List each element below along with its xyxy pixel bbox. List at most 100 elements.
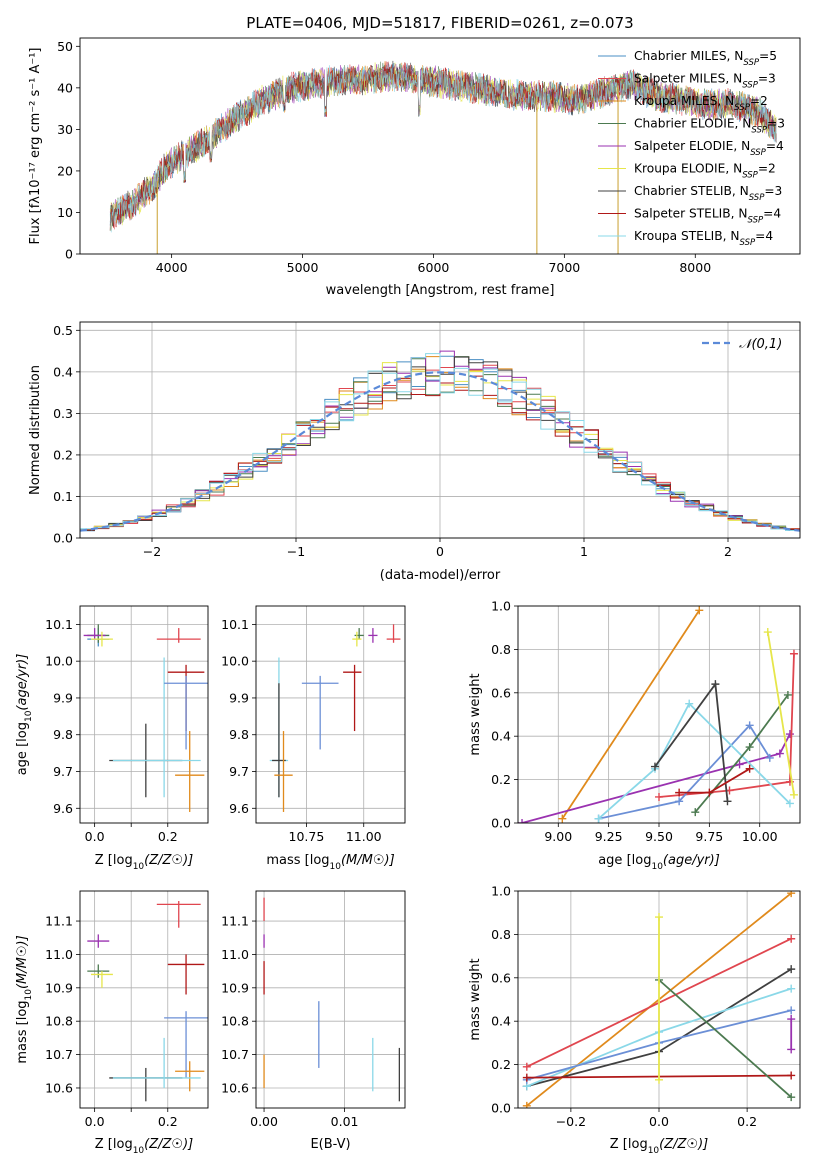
x-axis-label: mass [log10(M/M☉)] bbox=[266, 853, 394, 872]
y-tick-label: 0.2 bbox=[53, 447, 73, 462]
x-tick-label: 0.2 bbox=[158, 829, 178, 844]
histograms bbox=[80, 350, 800, 533]
y-tick-label: 0.6 bbox=[491, 970, 511, 985]
y-tick-label: 10.6 bbox=[45, 1080, 73, 1095]
y-tick-label: 11.0 bbox=[221, 947, 249, 962]
axes-frame bbox=[517, 605, 801, 824]
y-tick-label: 0.4 bbox=[491, 1014, 511, 1029]
y-tick-label: 9.8 bbox=[229, 727, 249, 742]
x-tick-label: −0.2 bbox=[556, 1114, 586, 1129]
y-tick-label: 9.6 bbox=[53, 801, 73, 816]
x-axis-label: (data-model)/error bbox=[380, 568, 501, 583]
x-tick-label: 10.75 bbox=[289, 829, 325, 844]
legend-entry: Chabrier ELODIE, NSSP=3 bbox=[634, 117, 785, 136]
y-tick-label: 10 bbox=[57, 205, 73, 220]
y-axis-label: mass [log10(M/M☉)] bbox=[15, 935, 34, 1063]
legend-entry: Salpeter ELODIE, NSSP=4 bbox=[634, 139, 784, 158]
y-tick-label: 9.7 bbox=[53, 764, 73, 779]
panel-6: 0.0 0.2 10.6 10.7 10.8 10.9 11.0 11.1 Z [log10(Z… bbox=[15, 890, 209, 1156]
y-tick-label: 0.2 bbox=[491, 1057, 511, 1072]
y-axis-label: Flux [fλ10⁻¹⁷ erg cm⁻² s⁻¹ A⁻¹] bbox=[28, 48, 43, 245]
error-point-7 bbox=[175, 1061, 205, 1092]
panel-3: 0.0 0.2 9.6 9.7 9.8 9.9 10.0 10.1 Z [log10(Z/Z☉)… bbox=[15, 605, 209, 872]
x-tick-label: −2 bbox=[143, 544, 161, 559]
y-axis-label: mass weight bbox=[468, 958, 483, 1040]
panel-4: 10.75 11.00 9.6 9.7 9.8 9.9 10.0 10.1 mass [log1… bbox=[221, 605, 406, 872]
y-tick-label: 0.4 bbox=[53, 364, 73, 379]
y-tick-label: 10.1 bbox=[45, 617, 73, 632]
error-bars bbox=[263, 897, 401, 1102]
weight-marker bbox=[775, 749, 784, 758]
spectrum-series-8 bbox=[109, 61, 777, 229]
x-tick-label: 9.25 bbox=[595, 829, 623, 844]
y-tick-label: 1.0 bbox=[491, 884, 511, 899]
axes-frame bbox=[79, 37, 801, 255]
y-tick-label: 0.5 bbox=[53, 323, 73, 338]
y-tick-label: 0.4 bbox=[491, 729, 511, 744]
weight-marker bbox=[789, 790, 798, 799]
y-tick-label: 0.0 bbox=[53, 531, 73, 546]
y-tick-label: 30 bbox=[57, 122, 73, 137]
x-tick-label: 10.00 bbox=[742, 829, 778, 844]
y-tick-label: 0.8 bbox=[491, 927, 511, 942]
weight-marker bbox=[558, 814, 567, 823]
spectrum-series-9 bbox=[109, 63, 777, 233]
x-tick-label: 0.0 bbox=[649, 1114, 669, 1129]
weight-marker bbox=[711, 680, 720, 689]
weight-marker bbox=[518, 819, 527, 823]
y-tick-label: 0.6 bbox=[491, 685, 511, 700]
weight-marker bbox=[655, 792, 663, 801]
weight-marker bbox=[765, 753, 774, 762]
weight-marker bbox=[787, 1045, 796, 1054]
error-point-4 bbox=[352, 631, 362, 647]
legend-entry: Kroupa ELODIE, NSSP=2 bbox=[634, 162, 776, 181]
x-axis-label: Z [log10(Z/Z☉)] bbox=[95, 1137, 193, 1156]
weight-series-1 bbox=[561, 609, 701, 820]
axes-frame bbox=[79, 605, 209, 824]
weight-marker bbox=[705, 788, 714, 797]
weight-series-9 bbox=[766, 631, 795, 795]
error-point-2 bbox=[156, 628, 201, 643]
weight-marker bbox=[723, 797, 732, 806]
y-tick-label: 10.6 bbox=[221, 1080, 249, 1095]
weight-marker bbox=[785, 730, 794, 739]
y-tick-label: 9.8 bbox=[53, 727, 73, 742]
y-tick-label: 10.7 bbox=[45, 1047, 73, 1062]
error-point-6 bbox=[90, 631, 113, 647]
spectrum-series-5 bbox=[109, 64, 777, 225]
y-tick-label: 10.9 bbox=[45, 980, 73, 995]
y-tick-label: 10.7 bbox=[221, 1047, 249, 1062]
x-axis-label: age [log10(age/yr)] bbox=[598, 853, 720, 872]
chart-title: PLATE=0406, MJD=51817, FIBERID=0261, z=0… bbox=[246, 14, 633, 32]
weight-marker bbox=[789, 649, 798, 658]
weight-marker bbox=[685, 699, 694, 708]
x-axis-label: wavelength [Angstrom, rest frame] bbox=[326, 283, 555, 298]
x-tick-label: 4000 bbox=[156, 260, 188, 275]
axes-frame bbox=[255, 890, 406, 1109]
x-tick-label: 7000 bbox=[548, 260, 580, 275]
weight-marker bbox=[787, 1093, 796, 1102]
error-point-3 bbox=[175, 731, 205, 812]
y-tick-label: 11.1 bbox=[221, 914, 249, 929]
error-point-10 bbox=[164, 675, 208, 750]
weight-marker bbox=[787, 934, 796, 943]
normal-curve bbox=[80, 371, 800, 532]
error-point-2 bbox=[368, 628, 378, 643]
axes-frame bbox=[79, 890, 209, 1109]
error-point-2 bbox=[87, 934, 110, 948]
y-axis-label: Normed distribution bbox=[28, 365, 43, 495]
y-tick-label: 9.7 bbox=[229, 764, 249, 779]
x-tick-label: 9.50 bbox=[645, 829, 673, 844]
weight-series-3 bbox=[658, 653, 795, 798]
weight-marker bbox=[675, 788, 684, 797]
y-tick-label: 9.6 bbox=[229, 801, 249, 816]
weight-marker bbox=[735, 760, 744, 769]
weight-marker bbox=[785, 799, 794, 808]
legend-entry: Salpeter STELIB, NSSP=4 bbox=[634, 207, 781, 226]
weight-marker bbox=[522, 1062, 531, 1071]
error-point-1 bbox=[386, 624, 401, 643]
y-tick-label: 11.1 bbox=[45, 914, 73, 929]
x-tick-label: 5000 bbox=[287, 260, 319, 275]
y-axis-label: mass weight bbox=[468, 673, 483, 755]
